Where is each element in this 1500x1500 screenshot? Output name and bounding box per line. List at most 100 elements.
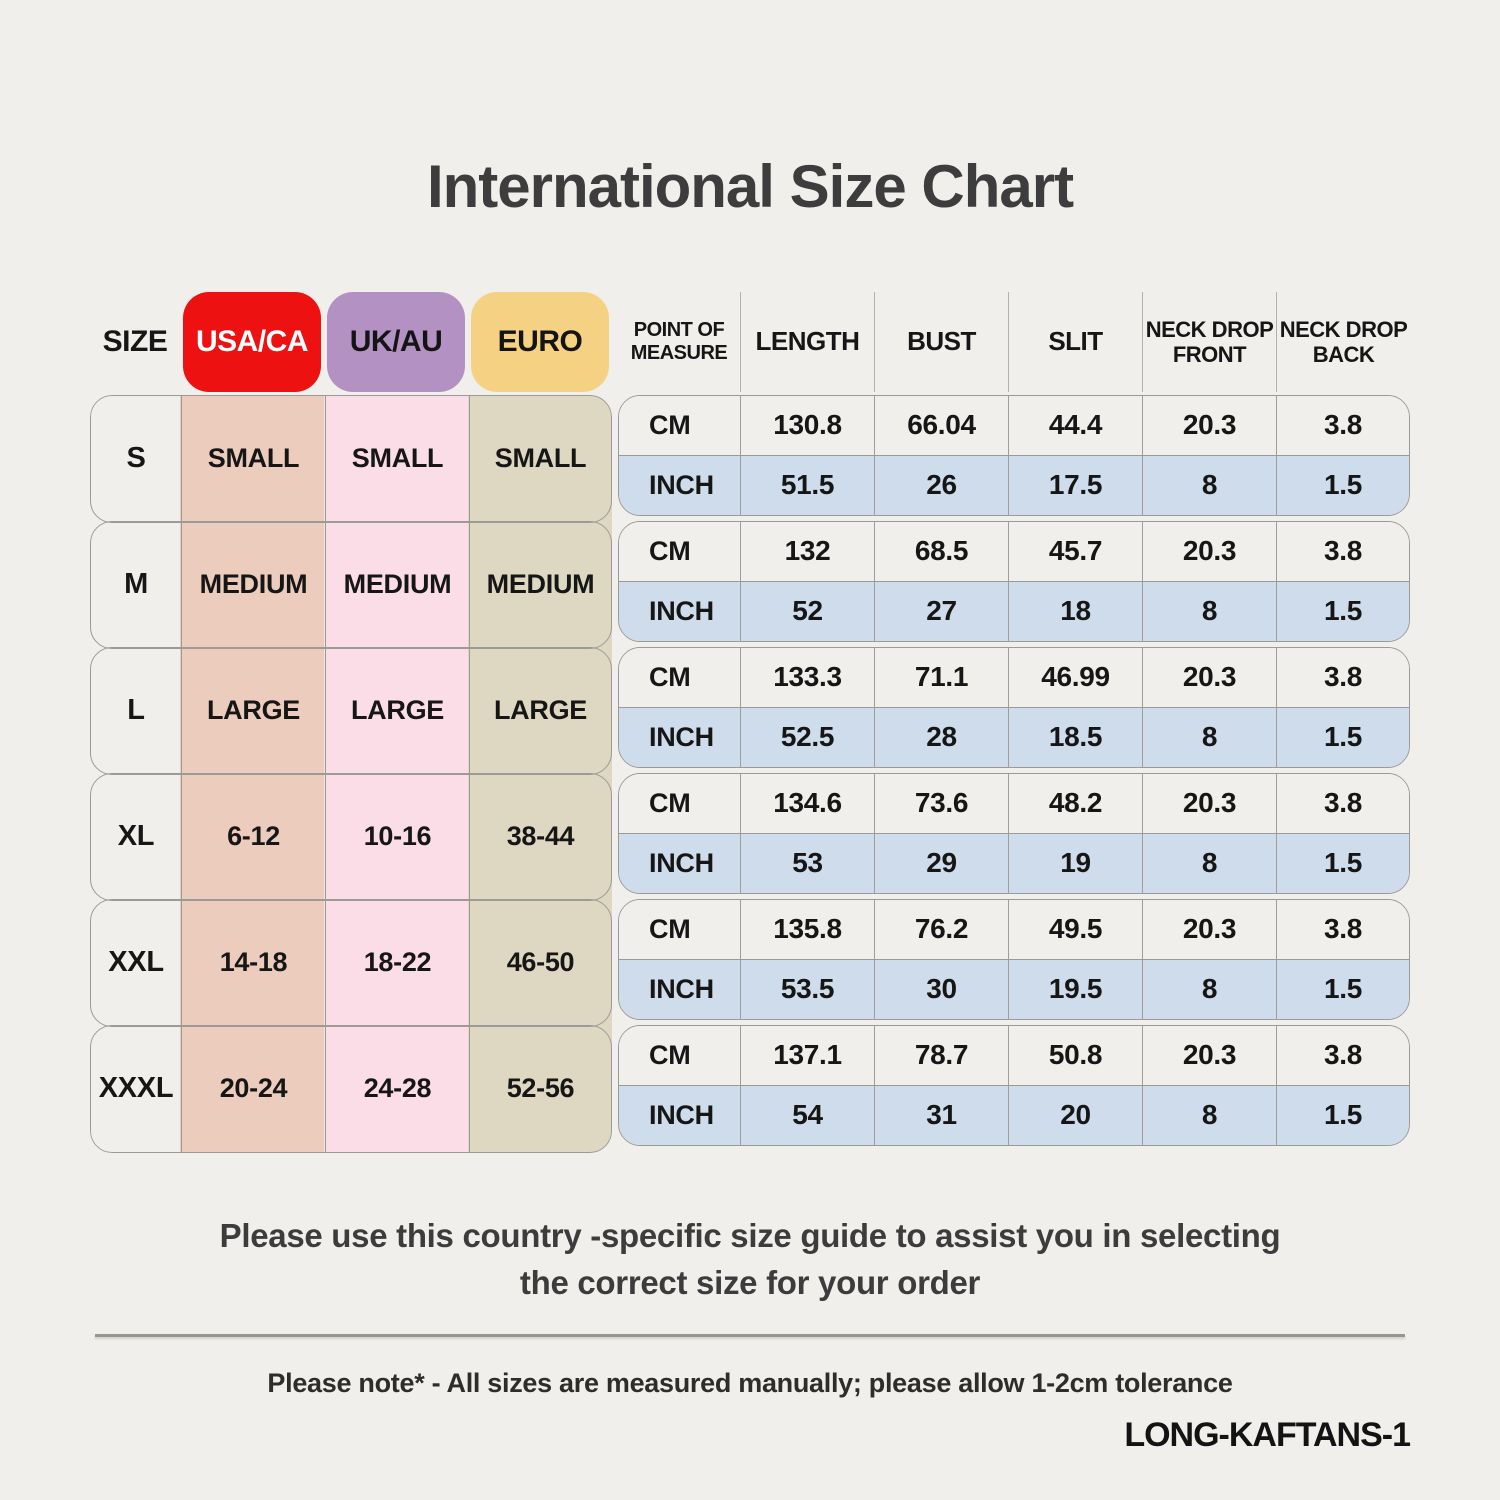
measure-block-s: CM 130.8 66.04 44.4 20.3 3.8 INCH 51.5 2… — [618, 395, 1410, 516]
measurements-header: POINT OF MEASURE LENGTH BUST SLIT NECK D… — [618, 292, 1410, 392]
bust-cm: 66.04 — [874, 396, 1008, 455]
slit-inch: 17.5 — [1008, 455, 1142, 515]
inch-row: INCH 51.5 26 17.5 8 1.5 — [619, 455, 1409, 515]
unit-label-cm: CM — [649, 1039, 691, 1070]
slit-cm: 46.99 — [1008, 648, 1142, 707]
neck-drop-front-inch: 8 — [1142, 581, 1276, 641]
measure-block-l: CM 133.3 71.1 46.99 20.3 3.8 INCH 52.5 2… — [618, 647, 1410, 768]
unit-label-inch: INCH — [649, 847, 714, 878]
measure-block-m: CM 132 68.5 45.7 20.3 3.8 INCH 52 27 18 … — [618, 521, 1410, 642]
unit-label-inch: INCH — [649, 469, 714, 500]
slit-inch: 19 — [1008, 833, 1142, 893]
neck-drop-back-inch: 1.5 — [1276, 1085, 1409, 1145]
unit-label-cm: CM — [649, 661, 691, 692]
euro-size-value: MEDIUM — [469, 522, 611, 648]
bust-inch: 28 — [874, 707, 1008, 767]
euro-size-value: LARGE — [469, 648, 611, 774]
cm-row: CM 134.6 73.6 48.2 20.3 3.8 — [619, 774, 1409, 834]
neck-drop-front-inch: 8 — [1142, 455, 1276, 515]
neck-drop-front-cm: 20.3 — [1142, 648, 1276, 707]
neck-drop-back-cm: 3.8 — [1276, 396, 1409, 455]
column-header-neck-drop-back: NECK DROP BACK — [1276, 292, 1410, 392]
unit-label-inch: INCH — [649, 721, 714, 752]
euro-size-value: SMALL — [469, 396, 611, 522]
neck-drop-back-cm: 3.8 — [1276, 900, 1409, 959]
uk-size-value: 24-28 — [325, 1026, 469, 1152]
tolerance-note: Please note* - All sizes are measured ma… — [267, 1368, 1233, 1398]
inch-row: INCH 54 31 20 8 1.5 — [619, 1085, 1409, 1145]
usa-size-value: MEDIUM — [181, 522, 325, 648]
size-label: XXXL — [98, 1072, 174, 1105]
neck-drop-back-cm: 3.8 — [1276, 522, 1409, 581]
unit-label-cm: CM — [649, 913, 691, 944]
unit-label-cm: CM — [649, 409, 691, 440]
bust-inch: 30 — [874, 959, 1008, 1019]
neck-drop-back-inch: 1.5 — [1276, 833, 1409, 893]
slit-inch: 18 — [1008, 581, 1142, 641]
size-label: S — [126, 442, 146, 475]
bust-cm: 73.6 — [874, 774, 1008, 833]
euro-size-value: 38-44 — [469, 774, 611, 900]
cm-row: CM 135.8 76.2 49.5 20.3 3.8 — [619, 900, 1409, 960]
uk-size-value: 10-16 — [325, 774, 469, 900]
length-inch: 53 — [740, 833, 874, 893]
slit-cm: 49.5 — [1008, 900, 1142, 959]
usa-size-value: SMALL — [181, 396, 325, 522]
length-inch: 51.5 — [740, 455, 874, 515]
neck-drop-front-inch: 8 — [1142, 1085, 1276, 1145]
uk-size-value: 18-22 — [325, 900, 469, 1026]
column-header-neck-drop-front: NECK DROP FRONT — [1142, 292, 1276, 392]
column-header-length: LENGTH — [740, 292, 874, 392]
neck-drop-back-cm: 3.8 — [1276, 774, 1409, 833]
length-cm: 132 — [740, 522, 874, 581]
column-header-slit: SLIT — [1008, 292, 1142, 392]
neck-drop-front-inch: 8 — [1142, 707, 1276, 767]
neck-drop-front-cm: 20.3 — [1142, 774, 1276, 833]
size-row-l: L LARGE LARGE LARGE — [90, 647, 612, 775]
column-header-bust: BUST — [874, 292, 1008, 392]
length-inch: 54 — [740, 1085, 874, 1145]
slit-cm: 48.2 — [1008, 774, 1142, 833]
length-cm: 137.1 — [740, 1026, 874, 1085]
measure-block-xl: CM 134.6 73.6 48.2 20.3 3.8 INCH 53 29 1… — [618, 773, 1410, 894]
length-cm: 135.8 — [740, 900, 874, 959]
measure-block-xxxl: CM 137.1 78.7 50.8 20.3 3.8 INCH 54 31 2… — [618, 1025, 1410, 1146]
neck-drop-back-inch: 1.5 — [1276, 707, 1409, 767]
unit-label-inch: INCH — [649, 1099, 714, 1130]
length-inch: 53.5 — [740, 959, 874, 1019]
unit-label-inch: INCH — [649, 595, 714, 626]
euro-size-value: 52-56 — [469, 1026, 611, 1152]
cm-row: CM 137.1 78.7 50.8 20.3 3.8 — [619, 1026, 1409, 1086]
length-inch: 52.5 — [740, 707, 874, 767]
size-label: XXL — [108, 946, 164, 979]
size-guide-note: Please use this country -specific size g… — [0, 1212, 1500, 1306]
size-table-header: SIZE USA/CA UK/AU EURO — [90, 292, 612, 392]
bust-cm: 78.7 — [874, 1026, 1008, 1085]
inch-row: INCH 52 27 18 8 1.5 — [619, 581, 1409, 641]
size-row-xxxl: XXXL 20-24 24-28 52-56 — [90, 1025, 612, 1153]
neck-drop-front-cm: 20.3 — [1142, 396, 1276, 455]
bust-inch: 31 — [874, 1085, 1008, 1145]
neck-drop-front-inch: 8 — [1142, 833, 1276, 893]
length-inch: 52 — [740, 581, 874, 641]
cm-row: CM 133.3 71.1 46.99 20.3 3.8 — [619, 648, 1409, 708]
uk-size-value: MEDIUM — [325, 522, 469, 648]
unit-label-cm: CM — [649, 787, 691, 818]
usa-size-value: LARGE — [181, 648, 325, 774]
cm-row: CM 132 68.5 45.7 20.3 3.8 — [619, 522, 1409, 582]
slit-cm: 50.8 — [1008, 1026, 1142, 1085]
size-label: L — [127, 694, 145, 727]
measurements-table: POINT OF MEASURE LENGTH BUST SLIT NECK D… — [618, 292, 1410, 1146]
size-label: M — [124, 568, 148, 601]
slit-cm: 44.4 — [1008, 396, 1142, 455]
inch-row: INCH 52.5 28 18.5 8 1.5 — [619, 707, 1409, 767]
neck-drop-back-inch: 1.5 — [1276, 455, 1409, 515]
inch-row: INCH 53 29 19 8 1.5 — [619, 833, 1409, 893]
bust-inch: 26 — [874, 455, 1008, 515]
neck-drop-back-inch: 1.5 — [1276, 581, 1409, 641]
uk-size-value: LARGE — [325, 648, 469, 774]
bust-inch: 27 — [874, 581, 1008, 641]
neck-drop-front-cm: 20.3 — [1142, 1026, 1276, 1085]
uk-size-value: SMALL — [325, 396, 469, 522]
length-cm: 130.8 — [740, 396, 874, 455]
